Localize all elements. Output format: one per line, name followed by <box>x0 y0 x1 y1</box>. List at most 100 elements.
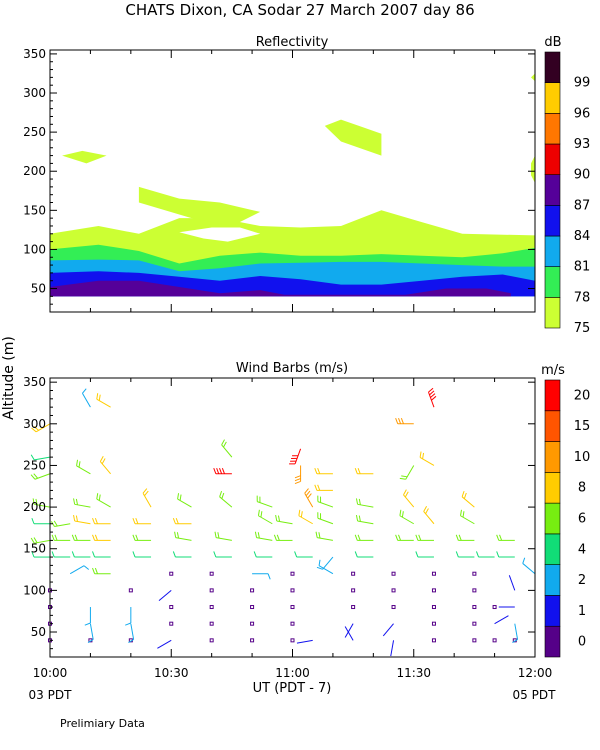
colorbar-label: 0 <box>578 635 586 650</box>
y-tick-label: 200 <box>23 500 46 514</box>
colorbar-swatch <box>544 205 561 237</box>
wind-barb <box>472 621 477 626</box>
wind-barb <box>317 512 334 525</box>
y-tick-label: 250 <box>23 458 46 472</box>
wind-barb <box>289 448 302 465</box>
colorbar-swatch <box>544 266 561 298</box>
wind-barb <box>32 498 51 508</box>
wind-barb <box>142 488 152 508</box>
wind-barb <box>172 551 192 558</box>
wind-barb <box>30 537 51 544</box>
wind-barb <box>354 551 374 558</box>
y-tick-label: 100 <box>23 242 46 256</box>
wind-barb <box>316 556 334 570</box>
y-tick-label: 100 <box>23 583 46 597</box>
colorbar-label: 15 <box>574 419 591 434</box>
wind-barb <box>273 534 293 541</box>
wind-barb <box>157 639 172 649</box>
wind-barb <box>428 387 437 408</box>
wind-barb <box>508 575 516 591</box>
wind-barb <box>315 531 334 541</box>
wind-barb <box>314 467 333 475</box>
wind-barb <box>31 551 50 558</box>
wind-barb <box>209 571 214 576</box>
wind-barb <box>391 571 396 576</box>
wind-barb <box>455 534 475 541</box>
x-tick-label: 12:00 <box>518 666 553 680</box>
wind-barb <box>403 489 415 508</box>
colorbar-label: 75 <box>574 321 591 336</box>
wind-barb <box>125 607 132 626</box>
wind-barb <box>460 509 475 525</box>
wind-barb <box>399 509 414 525</box>
y-tick-label: 50 <box>31 282 46 296</box>
wind-barb <box>472 588 477 593</box>
wind-barb <box>213 551 232 558</box>
wind-barb <box>30 454 51 461</box>
colorbar-swatch <box>544 533 561 565</box>
y-tick-label: 200 <box>23 164 46 178</box>
wind-colorbar-unit: m/s <box>541 363 565 378</box>
colorbar-label: 93 <box>574 137 591 152</box>
reflectivity-colorbar-unit: dB <box>544 35 561 50</box>
wind-barb <box>355 514 374 525</box>
wind-barb <box>431 621 436 626</box>
wind-barbs-axes: 50 100 150 200 250 300 350 10:00 10:30 11:00 11:30… <box>23 375 552 680</box>
wind-barb <box>395 534 414 541</box>
wind-barbs <box>30 387 536 657</box>
colorbar-label: 10 <box>574 450 591 465</box>
wind-barb <box>344 626 354 641</box>
x-tick-label: 10:00 <box>33 666 68 680</box>
wind-barb <box>354 534 374 541</box>
reflectivity-title: Reflectivity <box>256 35 329 50</box>
wind-barb <box>209 638 214 643</box>
wind-barb <box>92 534 111 541</box>
colorbar-swatch <box>544 51 561 83</box>
contour-75-2 <box>62 150 107 164</box>
colorbar-swatch <box>544 502 561 535</box>
wind-barb <box>419 451 435 466</box>
wind-barb <box>431 571 436 576</box>
reflectivity-panel: Reflectivity 50 100 150 200 250 300 350 dB 75 78… <box>23 35 590 336</box>
wind-barb <box>51 551 71 558</box>
wind-barb <box>275 514 293 525</box>
contour-75-5 <box>531 73 535 82</box>
contour-75-3 <box>324 119 382 156</box>
wind-barb <box>344 623 354 638</box>
y-tick-label: 150 <box>23 203 46 217</box>
wind-barb <box>31 517 50 525</box>
wind-barb <box>132 551 152 558</box>
colorbar-label: 8 <box>578 481 586 496</box>
colorbar-swatch <box>544 379 561 412</box>
wind-barb <box>96 393 111 408</box>
right-time-note: 05 PDT <box>513 688 557 702</box>
wind-barb <box>128 623 135 643</box>
wind-barb <box>382 623 394 637</box>
wind-barbs-panel: Wind Barbs (m/s) 5010015020025030035010:… <box>23 361 590 680</box>
wind-barb <box>294 551 313 558</box>
contour-white-10 <box>179 227 261 242</box>
colorbar-label: 6 <box>578 512 586 527</box>
colorbar-swatch <box>544 564 561 596</box>
wind-barb <box>51 534 71 541</box>
colorbar-swatch <box>544 595 561 627</box>
colorbar-swatch <box>544 410 561 442</box>
wind-barb <box>50 520 71 528</box>
colorbar-label: 20 <box>574 388 591 403</box>
figure-title: CHATS Dixon, CA Sodar 27 March 2007 day … <box>125 1 474 19</box>
x-tick-label: 11:00 <box>275 666 310 680</box>
colorbar-label: 90 <box>574 168 591 183</box>
wind-barb <box>132 517 152 525</box>
colorbar-swatch <box>544 113 561 145</box>
wind-barb <box>472 638 477 643</box>
wind-barb <box>472 571 477 576</box>
wind-barb <box>423 506 435 525</box>
wind-barb <box>395 418 414 425</box>
wind-barb <box>494 615 509 625</box>
colorbar-label: 1 <box>578 604 586 619</box>
wind-barb <box>254 531 273 541</box>
wind-barb <box>221 439 233 458</box>
wind-barb <box>30 473 51 480</box>
y-tick-label: 300 <box>23 417 46 431</box>
